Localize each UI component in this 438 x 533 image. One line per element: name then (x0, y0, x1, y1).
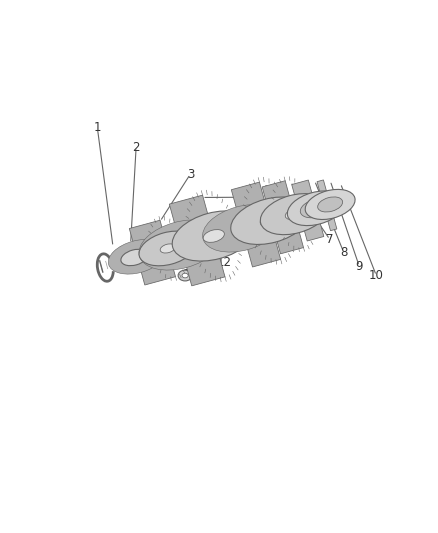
Ellipse shape (260, 193, 328, 235)
Ellipse shape (237, 200, 305, 241)
Ellipse shape (300, 199, 332, 218)
Ellipse shape (182, 273, 188, 278)
Polygon shape (116, 197, 346, 266)
Text: 2: 2 (132, 141, 140, 154)
Text: 6: 6 (307, 217, 314, 231)
Polygon shape (262, 181, 304, 254)
Polygon shape (191, 260, 205, 270)
Polygon shape (129, 220, 176, 285)
Ellipse shape (299, 191, 349, 221)
Polygon shape (120, 244, 138, 273)
Ellipse shape (260, 215, 280, 227)
Ellipse shape (285, 209, 304, 220)
Polygon shape (227, 213, 252, 245)
Ellipse shape (287, 191, 345, 225)
Ellipse shape (235, 219, 262, 235)
Ellipse shape (305, 189, 355, 220)
Text: 5: 5 (290, 206, 297, 219)
Text: 7: 7 (326, 233, 334, 246)
Text: 4: 4 (251, 191, 258, 204)
Ellipse shape (139, 220, 222, 270)
Ellipse shape (121, 249, 148, 265)
Ellipse shape (271, 196, 328, 230)
Ellipse shape (111, 252, 138, 269)
Ellipse shape (139, 231, 197, 266)
Ellipse shape (203, 230, 224, 243)
Polygon shape (170, 195, 225, 286)
Ellipse shape (217, 223, 244, 240)
Polygon shape (231, 182, 281, 267)
Ellipse shape (108, 239, 166, 274)
Text: 8: 8 (340, 246, 347, 259)
Ellipse shape (231, 197, 309, 245)
Ellipse shape (203, 205, 281, 252)
Text: 1: 1 (94, 122, 101, 134)
Ellipse shape (178, 270, 192, 281)
Text: 3: 3 (187, 167, 194, 181)
Ellipse shape (318, 197, 343, 212)
Ellipse shape (160, 244, 175, 253)
Polygon shape (292, 180, 324, 241)
Text: 11: 11 (183, 268, 198, 281)
Text: 12: 12 (216, 256, 231, 269)
Text: 9: 9 (356, 260, 363, 273)
Ellipse shape (172, 211, 255, 261)
Text: 10: 10 (369, 269, 384, 282)
Polygon shape (317, 180, 337, 231)
